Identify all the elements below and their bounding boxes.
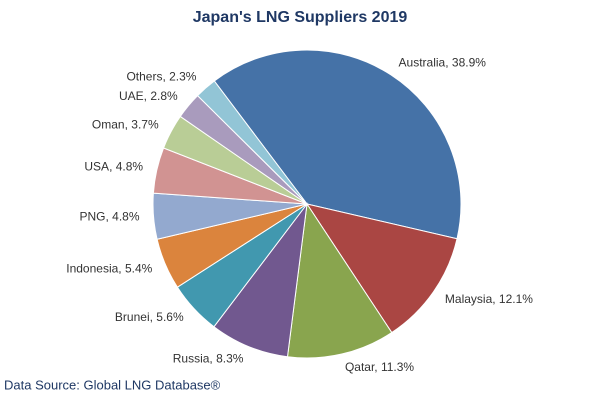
data-label: PNG, 4.8%: [80, 210, 140, 224]
data-label: Brunei, 5.6%: [115, 310, 184, 324]
data-label: UAE, 2.8%: [119, 89, 178, 103]
data-label: Qatar, 11.3%: [345, 360, 414, 374]
pie-slice: [196, 80, 308, 205]
data-label: Malaysia, 12.1%: [445, 292, 533, 306]
data-label: Russia, 8.3%: [173, 352, 244, 366]
pie-slice: [305, 203, 458, 334]
data-label: Australia, 38.9%: [399, 55, 487, 69]
pie-slice: [213, 49, 462, 240]
data-label: USA, 4.8%: [84, 159, 143, 173]
pie-slice: [286, 202, 393, 359]
source-note: Data Source: Global LNG Database®: [4, 377, 221, 392]
data-label: Others, 2.3%: [126, 70, 196, 84]
data-label: Indonesia, 5.4%: [66, 262, 152, 276]
chart-title: Japan's LNG Suppliers 2019: [193, 9, 408, 26]
data-label: Oman, 3.7%: [92, 117, 159, 131]
